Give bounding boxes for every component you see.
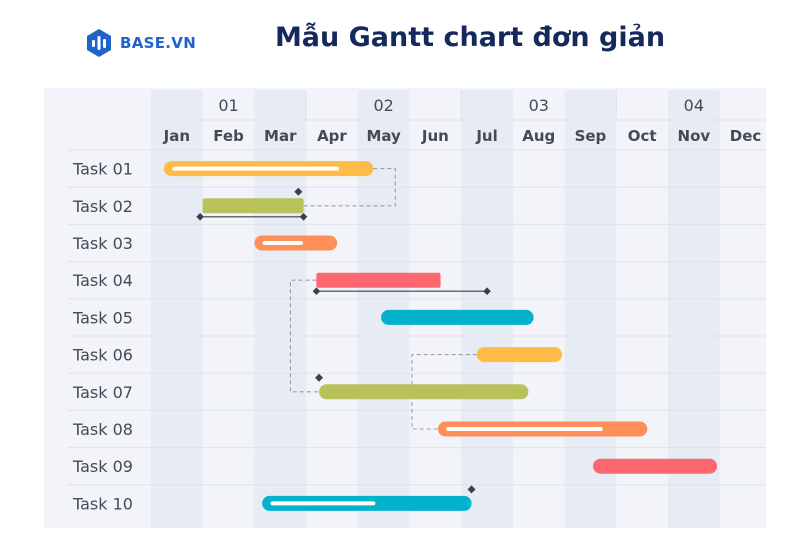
task-label: Task 01 bbox=[72, 160, 133, 179]
quarter-label: 03 bbox=[529, 96, 549, 115]
month-stripe bbox=[357, 90, 410, 528]
month-label: Dec bbox=[730, 127, 762, 145]
milestone-markers bbox=[294, 187, 476, 494]
row-lines bbox=[68, 119, 766, 486]
month-label: Sep bbox=[575, 127, 607, 145]
month-stripe bbox=[151, 90, 203, 528]
month-label: Oct bbox=[628, 127, 657, 145]
page-title: Mẫu Gantt chart đơn giản bbox=[274, 22, 666, 53]
dependency-connector bbox=[303, 168, 396, 207]
quarter-label: 02 bbox=[373, 96, 393, 115]
quarter-label: 01 bbox=[218, 96, 238, 115]
task-bars bbox=[163, 161, 718, 511]
month-label: Feb bbox=[213, 127, 244, 145]
milestone-marker bbox=[467, 485, 476, 494]
baseline-lines bbox=[196, 213, 491, 295]
month-label: Jan bbox=[163, 127, 190, 145]
baseline-marker bbox=[299, 213, 308, 221]
month-stripe bbox=[461, 90, 513, 528]
month-label: Aug bbox=[522, 127, 555, 145]
task-label: Task 05 bbox=[72, 308, 133, 327]
task-label: Task 03 bbox=[72, 234, 133, 253]
task-label: Task 09 bbox=[72, 457, 133, 476]
month-label: Nov bbox=[678, 127, 711, 145]
month-stripe bbox=[668, 90, 720, 528]
task-bar bbox=[476, 347, 563, 363]
quarter-labels: 01 02 03 04 bbox=[218, 96, 704, 115]
task-bar bbox=[319, 384, 529, 400]
quarter-label: 04 bbox=[684, 96, 704, 115]
task-label: Task 08 bbox=[72, 420, 133, 439]
brand-name: BASE.VN bbox=[120, 34, 197, 52]
month-labels: Jan Feb Mar Apr May Jun Jul Aug Sep Oct Nov Dec bbox=[163, 127, 762, 145]
progress-lines bbox=[172, 166, 603, 506]
milestone-marker bbox=[315, 373, 324, 382]
task-label: Task 10 bbox=[72, 494, 133, 513]
month-label: Jun bbox=[421, 127, 449, 145]
milestone-marker bbox=[294, 187, 303, 196]
task-label: Task 02 bbox=[72, 197, 133, 216]
month-label: May bbox=[366, 127, 401, 145]
task-label: Task 07 bbox=[72, 383, 133, 402]
month-label: Jul bbox=[475, 127, 497, 145]
month-label: Apr bbox=[317, 127, 347, 145]
month-stripe bbox=[254, 90, 307, 528]
quarter-dividers bbox=[305, 90, 617, 120]
month-stripe bbox=[564, 90, 617, 528]
task-bar bbox=[202, 198, 304, 214]
task-labels: Task 01 Task 02 Task 03 Task 04 Task 05 Task … bbox=[72, 160, 133, 514]
baseline-marker bbox=[196, 213, 204, 221]
baseline-marker bbox=[483, 287, 491, 295]
task-bar bbox=[593, 458, 718, 474]
task-bar bbox=[381, 309, 534, 325]
baseline-marker bbox=[312, 287, 321, 295]
task-label: Task 04 bbox=[72, 271, 133, 290]
task-label: Task 06 bbox=[72, 346, 133, 365]
task-bar bbox=[316, 272, 441, 288]
base-logo-icon bbox=[87, 29, 111, 57]
brand: BASE.VN bbox=[86, 26, 196, 60]
month-label: Mar bbox=[264, 127, 297, 145]
